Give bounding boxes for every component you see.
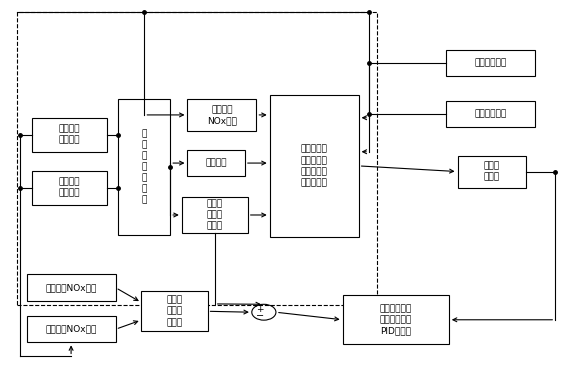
Text: 催化器前NOx浓度: 催化器前NOx浓度 xyxy=(46,283,97,292)
Text: 排气流量: 排气流量 xyxy=(206,158,227,168)
Text: 带纯滞后补偿
的史密斯预估
PID控制器: 带纯滞后补偿 的史密斯预估 PID控制器 xyxy=(380,304,412,335)
Text: 催化器
实际转
化效率: 催化器 实际转 化效率 xyxy=(166,296,183,327)
Bar xyxy=(26,316,116,343)
Bar xyxy=(32,118,107,152)
Text: 原机排放
NOx浓度: 原机排放 NOx浓度 xyxy=(207,105,237,125)
Bar xyxy=(343,295,449,344)
Text: 催化器
目标转
化效率: 催化器 目标转 化效率 xyxy=(207,199,223,230)
Text: 标定工况
排气背压: 标定工况 排气背压 xyxy=(59,178,81,198)
Text: 排气温度、
排气背压、
还原剂投放
量三维矩阵: 排气温度、 排气背压、 还原剂投放 量三维矩阵 xyxy=(301,145,328,187)
Text: 实测排气背压: 实测排气背压 xyxy=(475,110,507,119)
Text: 柴
油
机
万
有
特
性: 柴 油 机 万 有 特 性 xyxy=(142,129,147,205)
Text: 还原剂
投放量: 还原剂 投放量 xyxy=(484,161,500,182)
Bar xyxy=(457,155,526,188)
Bar xyxy=(187,150,245,176)
Bar xyxy=(32,171,107,205)
Bar xyxy=(446,101,535,127)
Bar xyxy=(119,99,170,235)
Text: 标定工况
排气温度: 标定工况 排气温度 xyxy=(59,125,81,145)
Text: 催化器后NOx浓度: 催化器后NOx浓度 xyxy=(46,325,97,334)
Text: −: − xyxy=(256,311,264,321)
Bar xyxy=(270,95,359,237)
Bar xyxy=(187,99,256,131)
Text: +: + xyxy=(256,305,264,314)
Bar xyxy=(26,274,116,301)
Bar xyxy=(181,197,248,233)
Bar xyxy=(142,291,207,331)
Bar xyxy=(17,12,377,305)
Bar xyxy=(446,50,535,76)
Text: 实测排气温度: 实测排气温度 xyxy=(475,58,507,67)
